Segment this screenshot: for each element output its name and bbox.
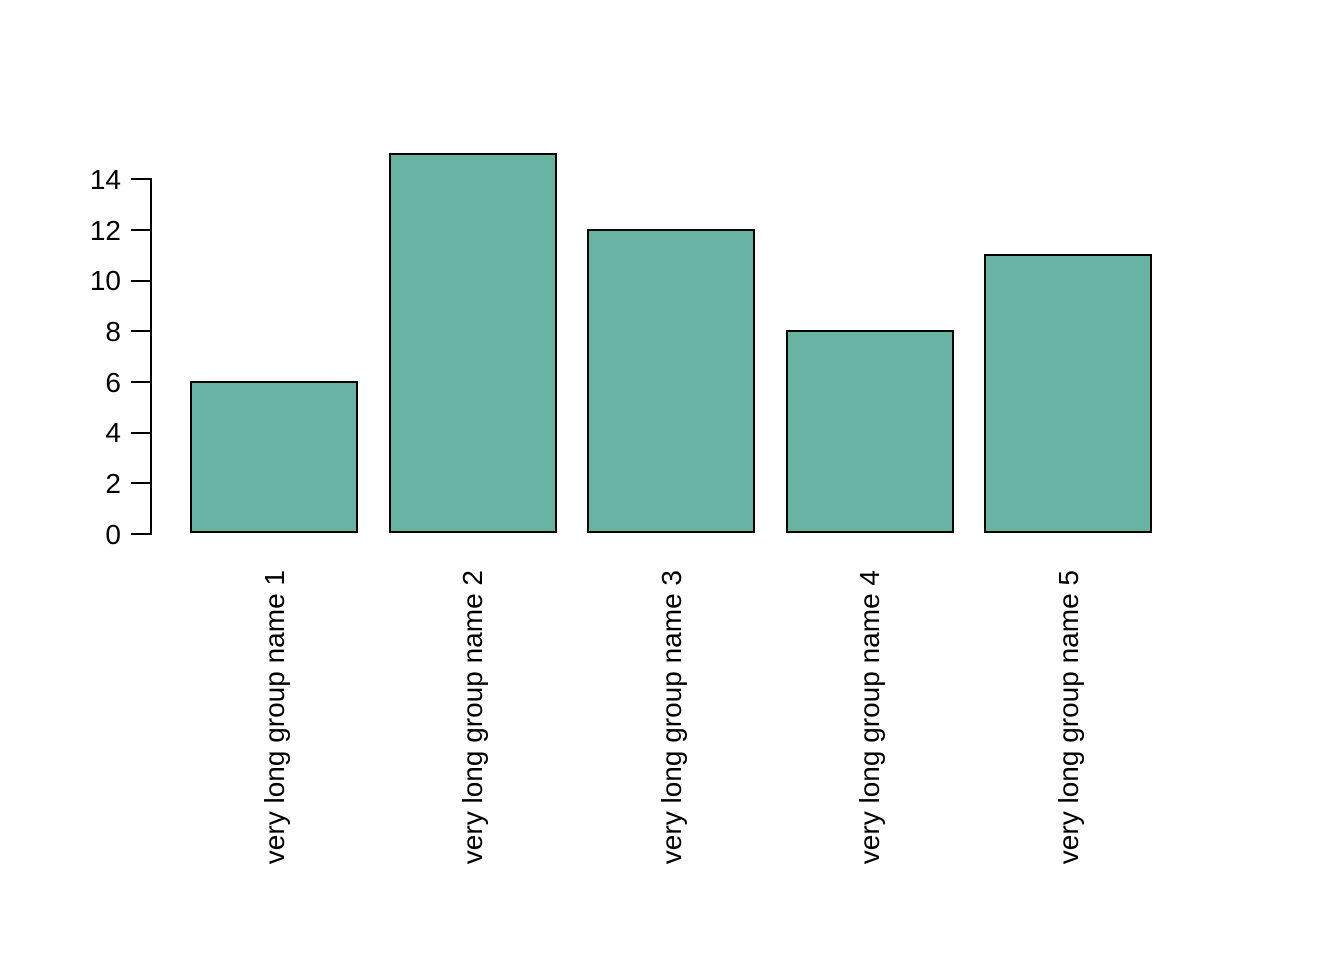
y-axis-tick xyxy=(131,330,150,333)
y-axis-tick-label: 8 xyxy=(105,315,121,347)
x-axis-label: very long group name 1 xyxy=(258,570,290,865)
y-axis-tick xyxy=(131,279,150,282)
y-axis-tick xyxy=(131,178,150,181)
y-axis-tick xyxy=(131,431,150,434)
y-axis-tick-label: 4 xyxy=(105,417,121,449)
y-axis-tick xyxy=(131,229,150,232)
x-axis-label: very long group name 4 xyxy=(854,570,885,865)
y-axis-tick-label: 14 xyxy=(89,163,121,195)
x-axis-label: very long group name 2 xyxy=(457,570,488,865)
y-axis-line xyxy=(150,178,152,535)
y-axis-tick xyxy=(131,381,150,384)
y-axis-tick-label: 2 xyxy=(105,467,121,499)
x-axis-label: very long group name 3 xyxy=(655,570,687,865)
y-axis-tick-label: 10 xyxy=(89,265,121,297)
y-axis-tick xyxy=(131,482,150,485)
bar-very-long-group-name-4 xyxy=(785,330,954,533)
y-axis-tick-label: 12 xyxy=(89,214,121,246)
x-axis-label: very long group name 5 xyxy=(1052,570,1084,865)
y-axis-tick xyxy=(131,533,150,535)
bar-very-long-group-name-2 xyxy=(388,153,557,533)
bar-very-long-group-name-3 xyxy=(587,229,755,533)
y-axis-tick-label: 0 xyxy=(105,518,121,550)
bar-very-long-group-name-5 xyxy=(984,254,1152,533)
y-axis-tick-label: 6 xyxy=(105,366,121,398)
bar-very-long-group-name-1 xyxy=(190,381,358,533)
